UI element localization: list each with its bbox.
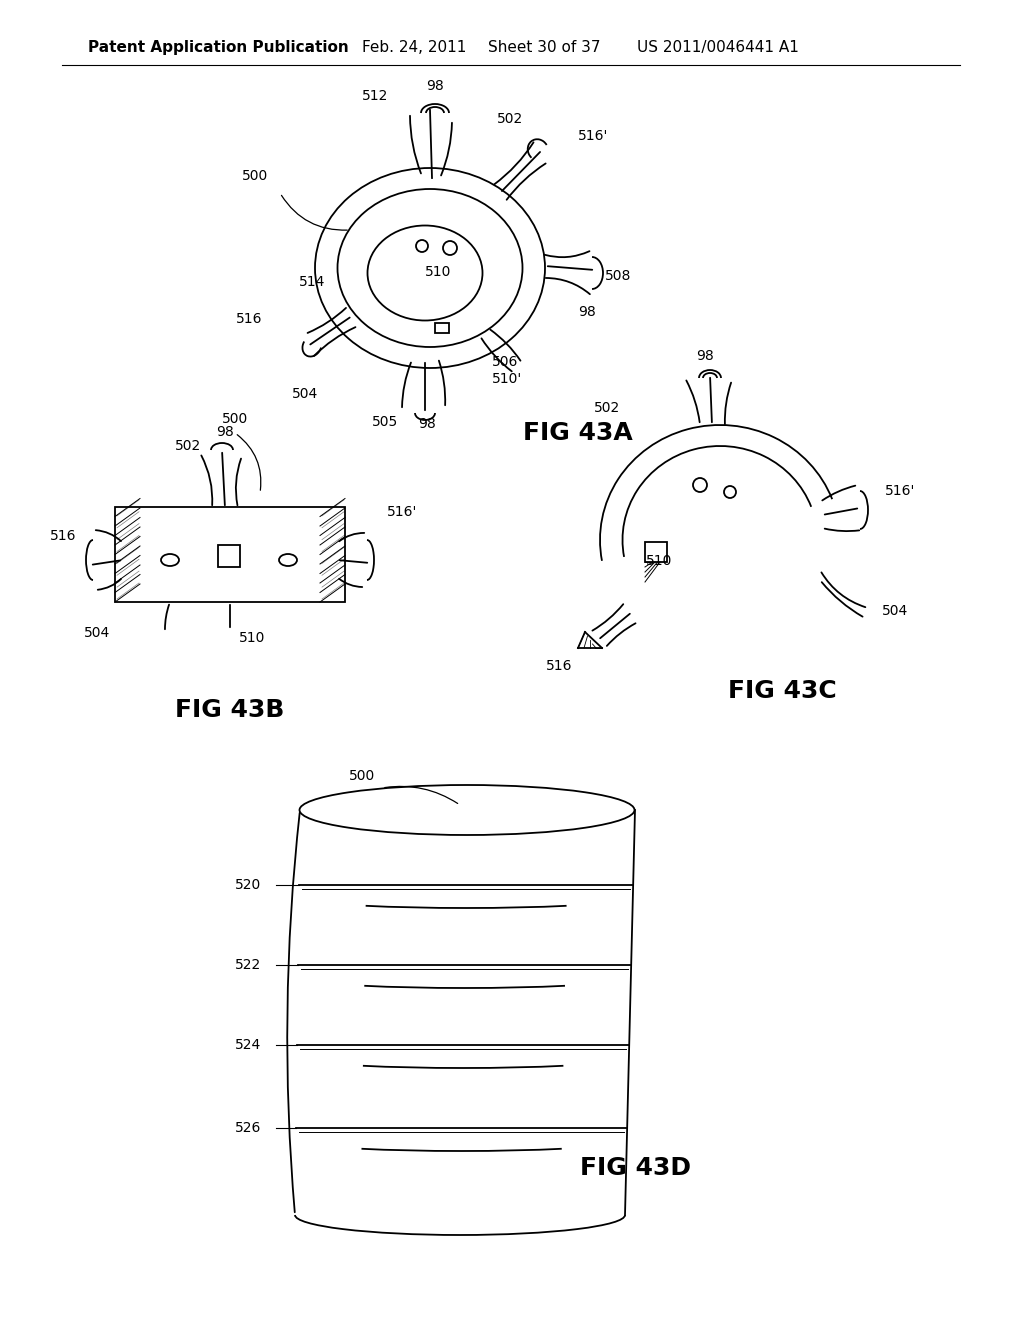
Text: 98: 98 xyxy=(216,425,233,440)
Text: 522: 522 xyxy=(234,958,261,972)
Text: 505: 505 xyxy=(372,414,398,429)
Text: 512: 512 xyxy=(361,88,388,103)
Bar xyxy=(115,507,345,602)
Text: FIG 43C: FIG 43C xyxy=(728,678,837,704)
Text: 516: 516 xyxy=(546,659,572,673)
Text: FIG 43A: FIG 43A xyxy=(523,421,633,445)
Text: 500: 500 xyxy=(242,169,268,183)
Bar xyxy=(218,545,240,568)
Text: 504: 504 xyxy=(882,605,908,618)
Text: 504: 504 xyxy=(84,626,111,640)
Text: Sheet 30 of 37: Sheet 30 of 37 xyxy=(488,40,600,55)
Text: 98: 98 xyxy=(426,79,443,92)
Text: Feb. 24, 2011: Feb. 24, 2011 xyxy=(362,40,466,55)
Text: Patent Application Publication: Patent Application Publication xyxy=(88,40,349,55)
Text: 506: 506 xyxy=(492,355,518,370)
Text: 502: 502 xyxy=(497,112,523,125)
Text: FIG 43B: FIG 43B xyxy=(175,698,285,722)
Text: 524: 524 xyxy=(234,1038,261,1052)
Text: 516': 516' xyxy=(387,506,418,519)
Text: 500: 500 xyxy=(349,770,375,783)
Text: 510: 510 xyxy=(239,631,265,645)
Text: 510: 510 xyxy=(645,554,672,568)
Bar xyxy=(435,323,449,333)
Text: 98: 98 xyxy=(696,348,714,363)
Text: 508: 508 xyxy=(605,269,632,282)
Text: 504: 504 xyxy=(292,387,318,401)
Text: 510': 510' xyxy=(492,372,522,385)
Text: 516: 516 xyxy=(236,312,262,326)
Text: 502: 502 xyxy=(175,440,201,453)
Bar xyxy=(645,543,667,562)
Text: 516': 516' xyxy=(578,129,608,143)
Text: 98: 98 xyxy=(418,417,436,432)
Text: 514: 514 xyxy=(299,275,325,289)
Text: 516: 516 xyxy=(50,529,76,543)
Text: 510: 510 xyxy=(425,265,452,279)
Text: 526: 526 xyxy=(234,1121,261,1135)
Text: 500: 500 xyxy=(222,412,248,426)
Text: 520: 520 xyxy=(234,878,261,892)
Text: US 2011/0046441 A1: US 2011/0046441 A1 xyxy=(637,40,799,55)
Text: 98: 98 xyxy=(578,305,596,319)
Text: 502: 502 xyxy=(594,401,620,414)
Text: 516': 516' xyxy=(885,484,915,498)
Text: FIG 43D: FIG 43D xyxy=(580,1156,690,1180)
